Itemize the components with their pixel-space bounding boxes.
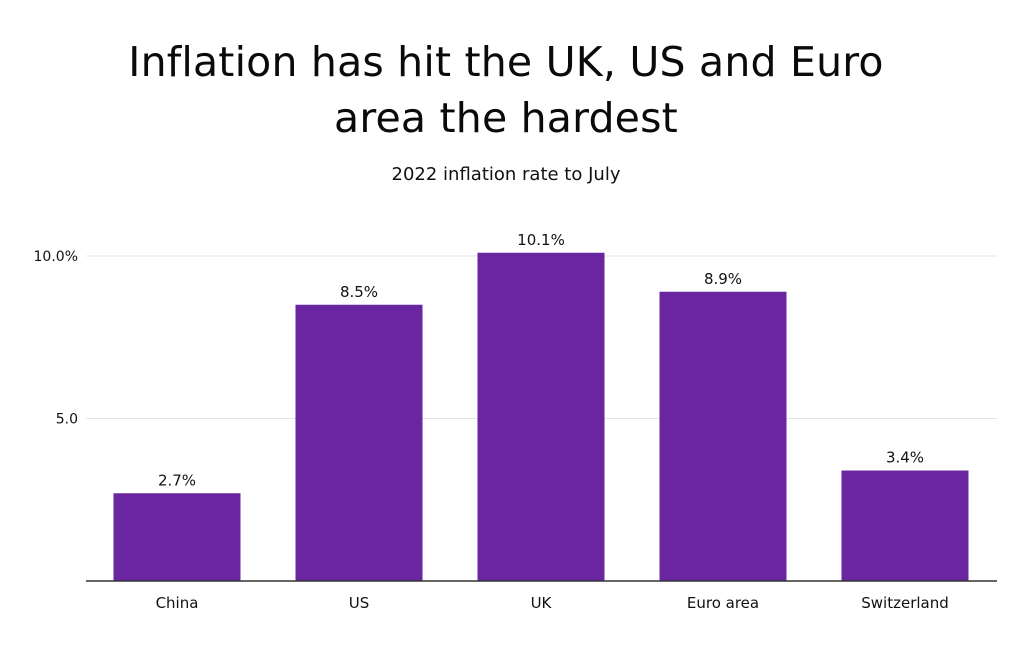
chart-title-line-1: Inflation has hit the UK, US and Euro bbox=[128, 38, 884, 86]
bar-4 bbox=[841, 470, 969, 581]
bar-2 bbox=[477, 252, 605, 581]
bar-0 bbox=[113, 493, 241, 581]
data-label-2: 10.1% bbox=[517, 231, 565, 249]
chart-title: Inflation has hit the UK, US and Euro ar… bbox=[0, 34, 1012, 146]
chart-title-line-2: area the hardest bbox=[334, 94, 678, 142]
data-label-0: 2.7% bbox=[158, 471, 196, 489]
data-label-1: 8.5% bbox=[340, 283, 378, 301]
chart-subtitle: 2022 inflation rate to July bbox=[391, 164, 621, 185]
data-label-3: 8.9% bbox=[704, 270, 742, 288]
bar-1 bbox=[295, 304, 423, 581]
y-tick-label-0: 5.0 bbox=[56, 412, 78, 428]
x-tick-label-3: Euro area bbox=[687, 594, 759, 612]
x-tick-label-0: China bbox=[156, 594, 199, 612]
bar-3 bbox=[659, 291, 787, 581]
y-tick-label-1: 10.0% bbox=[34, 249, 78, 265]
x-tick-label-2: UK bbox=[531, 594, 553, 612]
data-label-4: 3.4% bbox=[886, 449, 924, 467]
x-tick-label-4: Switzerland bbox=[861, 594, 949, 612]
x-tick-label-1: US bbox=[349, 594, 370, 612]
